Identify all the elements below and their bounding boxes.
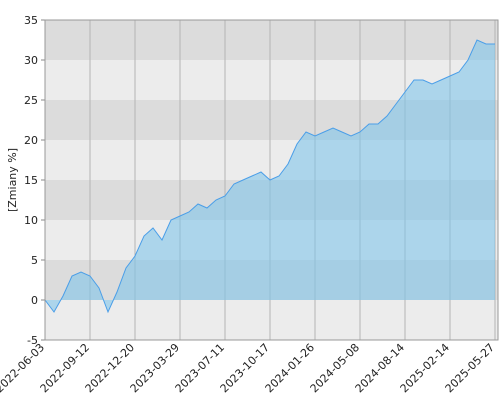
area: [45, 40, 495, 312]
plot-frame: [44, 19, 499, 341]
band: [45, 300, 498, 340]
y-tick-label: 15: [24, 174, 38, 187]
y-axis-label: [Zmiany %]: [6, 148, 19, 212]
y-tick-label: 25: [24, 94, 38, 107]
y-tick-label: 35: [24, 14, 38, 27]
y-tick-label: 20: [24, 134, 38, 147]
line: [44, 39, 495, 314]
y-tick-label: 30: [24, 54, 38, 67]
band: [45, 20, 498, 60]
y-tick-label: 0: [31, 294, 38, 307]
y-tick-label: 10: [24, 214, 38, 227]
y-tick-label: -5: [27, 334, 38, 347]
y-tick-label: 5: [31, 254, 38, 267]
